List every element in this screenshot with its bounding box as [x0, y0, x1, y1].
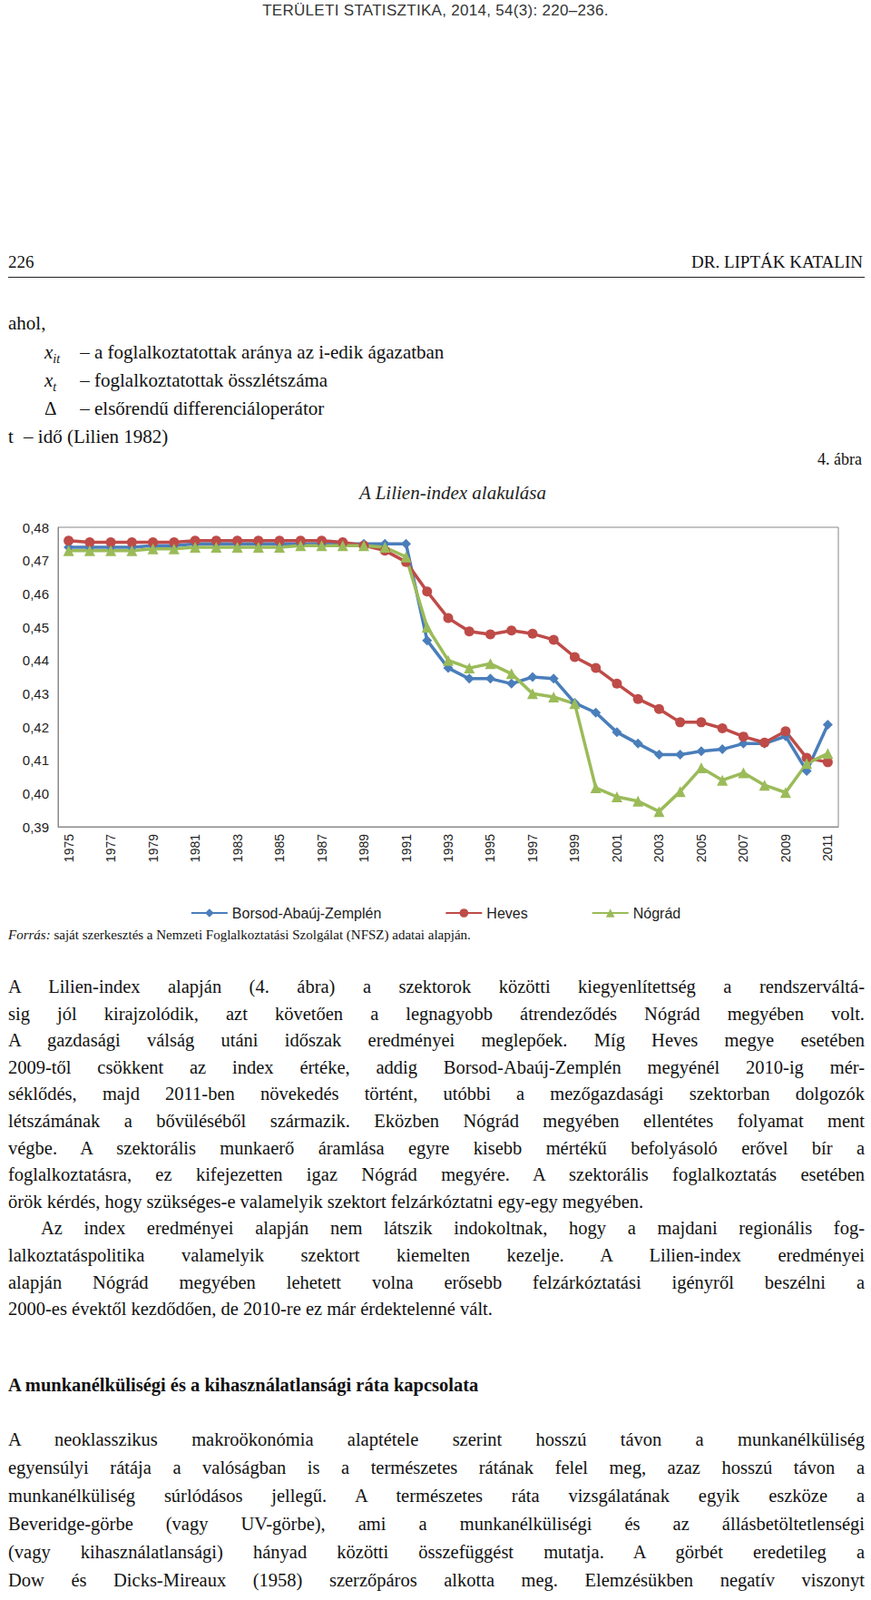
svg-text:0,42: 0,42 [22, 719, 49, 735]
html-text:örök kérdés, hogy szükséges-e: örök kérdés, hogy szükséges-e valamelyik… [8, 1191, 644, 1212]
svg-text:0,44: 0,44 [22, 652, 49, 668]
html-text:létszámának a bővüléséből szár: létszámának a bővüléséből származik. Ekö… [8, 1110, 865, 1131]
svg-text:2001: 2001 [609, 833, 625, 862]
svg-text:Borsod-Abaúj-Zemplén: Borsod-Abaúj-Zemplén [232, 905, 382, 921]
svg-text:1991: 1991 [399, 833, 414, 862]
svg-text:0,45: 0,45 [22, 619, 49, 636]
svg-text:2003: 2003 [651, 833, 666, 862]
html-text:végbe. A szektorális munkaerő: végbe. A szektorális munkaerő áramlása e… [8, 1137, 865, 1158]
svg-text:1977: 1977 [103, 833, 118, 862]
svg-text:1999: 1999 [567, 833, 582, 862]
svg-text:1975: 1975 [61, 833, 77, 862]
html-text:egyensúlyi rátája a valóságban: egyensúlyi rátája a valóságban is a term… [8, 1456, 865, 1477]
html-text:Beveridge-görbe (vagy UV-görbe: Beveridge-görbe (vagy UV-görbe), ami a m… [8, 1513, 865, 1534]
html-text:munkanélküliség súrlódásos jel: munkanélküliség súrlódásos jellegű. A te… [8, 1484, 865, 1505]
svg-text:1983: 1983 [230, 833, 245, 862]
svg-text:2007: 2007 [735, 833, 751, 862]
html-text:lalkoztatáspolitika valamelyik: lalkoztatáspolitika valamelyik szektort … [8, 1244, 865, 1265]
html-text:2000-es évektől kezdődően, de: 2000-es évektől kezdődően, de 2010-re ez… [8, 1298, 493, 1319]
html-text:alapján Nógrád megyében lehete: alapján Nógrád megyében lehetett volna e… [8, 1271, 865, 1292]
html-text:xit: xit [44, 341, 60, 366]
svg-text:1987: 1987 [314, 833, 330, 862]
svg-text:2005: 2005 [694, 833, 709, 862]
svg-text:0,43: 0,43 [22, 685, 49, 702]
html-text:4. ábra: 4. ábra [817, 450, 862, 469]
svg-text:1989: 1989 [356, 833, 372, 862]
svg-text:0,39: 0,39 [22, 819, 49, 835]
svg-text:2009: 2009 [778, 833, 793, 862]
svg-text:1985: 1985 [272, 833, 287, 862]
html-text:sig jól kirajzolódik, azt köve: sig jól kirajzolódik, azt követően a leg… [8, 1003, 865, 1024]
svg-text:1995: 1995 [482, 833, 498, 862]
svg-text:1993: 1993 [440, 833, 456, 862]
html-text:t – idő (Lilien 1982): t – idő (Lilien 1982) [8, 425, 169, 448]
svg-text:2011: 2011 [820, 833, 835, 862]
html-text:2009-től csökkent az index ért: 2009-től csökkent az index értéke, addig… [8, 1056, 865, 1077]
html-text:226: 226 [8, 252, 35, 272]
svg-text:0,46: 0,46 [22, 586, 49, 602]
html-text:Δ: Δ [44, 397, 57, 420]
svg-text:1997: 1997 [525, 833, 540, 862]
svg-text:1979: 1979 [146, 833, 161, 862]
html-text:séklődés, majd 2011-ben növeke: séklődés, majd 2011-ben növekedés történ… [8, 1083, 865, 1104]
html-text:– elsőrendű differenciáloperát: – elsőrendű differenciáloperátor [75, 397, 325, 420]
svg-text:0,40: 0,40 [22, 785, 49, 802]
svg-text:A Lilien-index alakulása: A Lilien-index alakulása [357, 481, 547, 504]
html-text:(vagy kihasználatlansági) hány: (vagy kihasználatlansági) hányad közötti… [8, 1541, 865, 1562]
html-text:ahol,: ahol, [8, 312, 46, 334]
svg-text:Nógrád: Nógrád [633, 905, 681, 921]
svg-text:1981: 1981 [187, 833, 203, 862]
html-text:A munkanélküliségi és a kihasz: A munkanélküliségi és a kihasználatlansá… [8, 1374, 479, 1395]
html-text:– a foglalkoztatottak aránya a: – a foglalkoztatottak aránya az i-edik á… [75, 341, 445, 363]
html-text:xt: xt [44, 369, 57, 394]
html-text:DR. LIPTÁK KATALIN: DR. LIPTÁK KATALIN [691, 252, 863, 272]
svg-text:0,47: 0,47 [22, 552, 49, 568]
html-text:Az index eredményei alapján ne: Az index eredményei alapján nem látszik … [40, 1217, 865, 1238]
svg-text:0,41: 0,41 [22, 752, 49, 768]
html-text:A gazdasági válság utáni idősz: A gazdasági válság utáni időszak eredmén… [8, 1029, 865, 1050]
svg-text:Heves: Heves [486, 905, 528, 921]
html-text:A Lilien-index alapján (4. ábr: A Lilien-index alapján (4. ábra) a szekt… [8, 976, 865, 997]
html-text:Dow és Dicks-Mireaux (1958) sz: Dow és Dicks-Mireaux (1958) szerzőpáros … [8, 1569, 865, 1590]
html-text:Forrás: saját szerkesztés a Ne: Forrás: saját szerkesztés a Nemzeti Fogl… [8, 927, 471, 942]
html-text:A neoklasszikus makroökonómia: A neoklasszikus makroökonómia alaptétele… [8, 1428, 865, 1449]
html-text:– foglalkoztatottak összlétszá: – foglalkoztatottak összlétszáma [75, 369, 328, 392]
svg-text:0,48: 0,48 [22, 519, 49, 536]
html-text:foglalkoztatásra, ez kifejezet: foglalkoztatásra, ez kifejezetten igaz N… [8, 1164, 865, 1185]
html-text:TERÜLETI STATISZTIKA, 2014, 54: TERÜLETI STATISZTIKA, 2014, 54(3): 220–2… [262, 1, 609, 20]
